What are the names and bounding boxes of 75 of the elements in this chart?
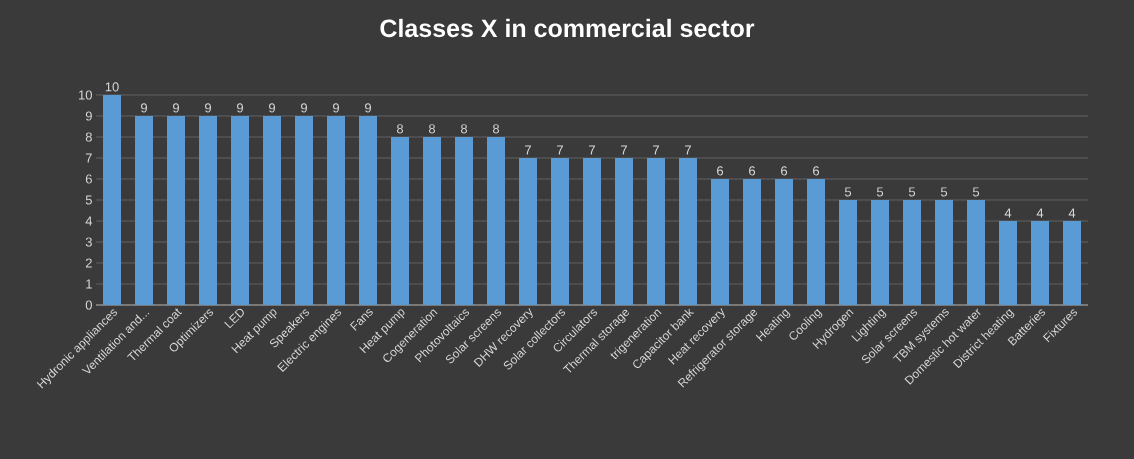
data-label: 8	[428, 124, 436, 134]
data-label: 8	[396, 124, 404, 134]
bar	[295, 116, 314, 305]
bar	[1063, 221, 1082, 305]
bar	[679, 158, 698, 305]
bar	[1031, 221, 1050, 305]
y-tick-label: 0	[85, 300, 92, 310]
data-label: 6	[813, 166, 820, 176]
data-label: 9	[269, 103, 276, 113]
bar	[551, 158, 570, 305]
y-tick-label: 5	[85, 195, 92, 205]
bar	[455, 137, 474, 305]
data-label: 7	[621, 145, 627, 155]
bar	[263, 116, 282, 305]
bar	[583, 158, 602, 305]
data-label: 4	[1036, 208, 1044, 218]
data-label: 5	[876, 187, 884, 197]
y-tick-label: 4	[85, 216, 93, 226]
y-tick-label: 3	[85, 237, 92, 247]
bar	[967, 200, 986, 305]
bar	[231, 116, 250, 305]
data-label: 9	[301, 103, 308, 113]
data-label: 9	[205, 103, 212, 113]
bar	[487, 137, 506, 305]
data-label: 7	[653, 145, 659, 155]
bar	[999, 221, 1018, 305]
bar	[839, 200, 858, 305]
data-label: 7	[557, 145, 563, 155]
data-label: 8	[492, 124, 500, 134]
data-label: 5	[908, 187, 916, 197]
data-label: 7	[525, 145, 531, 155]
data-label: 4	[1068, 208, 1076, 218]
bar	[391, 137, 410, 305]
bar	[775, 179, 794, 305]
bar	[423, 137, 442, 305]
bar	[327, 116, 346, 305]
bar	[519, 158, 538, 305]
bar	[903, 200, 922, 305]
x-tick-label: LED	[224, 308, 244, 329]
bar	[871, 200, 890, 305]
data-label: 9	[237, 103, 244, 113]
data-label: 9	[333, 103, 340, 113]
data-label: 7	[589, 145, 595, 155]
data-label: 5	[844, 187, 852, 197]
bar	[711, 179, 730, 305]
y-tick-label: 6	[85, 174, 92, 184]
data-label: 9	[141, 103, 148, 113]
y-tick-label: 1	[86, 279, 92, 289]
bar	[807, 179, 826, 305]
y-tick-label: 10	[79, 90, 92, 100]
bar	[935, 200, 954, 305]
bar	[199, 116, 218, 305]
bar	[167, 116, 186, 305]
bar	[743, 179, 762, 305]
y-tick-label: 2	[85, 258, 92, 268]
y-tick-label: 9	[85, 111, 92, 121]
data-label: 6	[717, 166, 724, 176]
bar	[135, 116, 154, 305]
bar	[615, 158, 634, 305]
data-label: 6	[781, 166, 788, 176]
data-label: 5	[972, 187, 980, 197]
data-label: 8	[460, 124, 468, 134]
data-label: 9	[173, 103, 180, 113]
data-label: 5	[940, 187, 948, 197]
y-tick-label: 8	[85, 132, 92, 142]
data-label: 4	[1004, 208, 1012, 218]
y-tick-label: 7	[85, 153, 92, 163]
bar	[359, 116, 378, 305]
data-label: 7	[685, 145, 691, 155]
chart-title: Classes X in commercial sector	[380, 18, 755, 38]
bar	[647, 158, 666, 305]
data-label: 10	[105, 82, 119, 92]
bar	[103, 95, 122, 305]
data-label: 6	[749, 166, 756, 176]
data-label: 9	[365, 103, 372, 113]
